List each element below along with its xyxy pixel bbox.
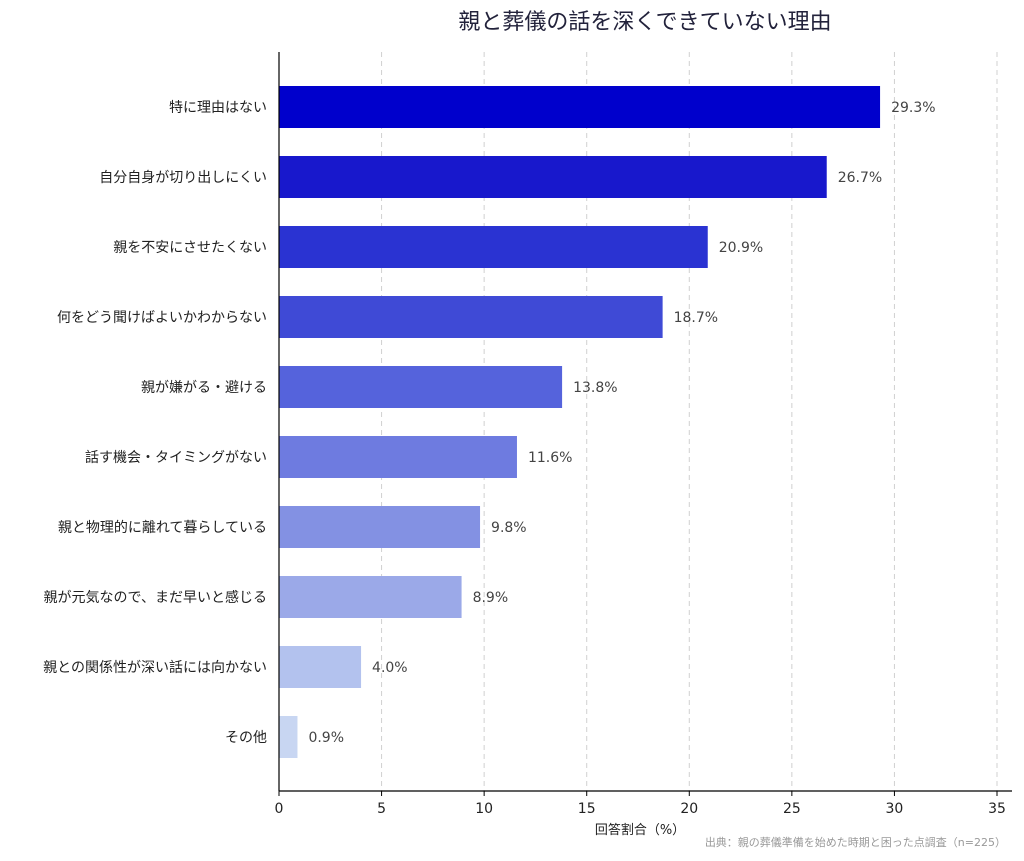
bar [279,436,517,478]
x-tick-label: 35 [988,801,1006,817]
x-tick-label: 0 [275,801,284,817]
data-label: 29.3% [891,100,935,116]
category-label: 何をどう聞けばよいかわからない [57,310,267,326]
bar [279,646,362,688]
x-tick-label: 10 [475,801,493,817]
data-label: 26.7% [838,170,882,186]
x-tick-label: 30 [886,801,904,817]
data-label: 8.9% [473,590,509,606]
bar [279,716,298,758]
data-label: 18.7% [674,310,718,326]
data-label: 11.6% [528,450,572,466]
grid-lines [381,52,998,791]
source-note: 出典：親の葬儀準備を始めた時期と困った点調査（n=225） [705,835,1006,849]
bars: 特に理由はない 29.3% 自分自身が切り出しにくい 26.7% 親を不安にさせたくない… [43,86,936,758]
category-label: 親と物理的に離れて暮らしている [58,519,267,536]
x-axis-title: 回答割合（%） [595,822,685,838]
data-label: 0.9% [308,730,344,746]
category-label: 親が嫌がる・避ける [141,380,267,396]
axes [278,52,1012,792]
chart-title: 親と葬儀の話を深くできていない理由 [458,10,831,35]
x-tick-label: 25 [783,801,801,817]
category-label: 話す機会・タイミングがない [85,449,267,466]
bar [279,366,563,408]
x-tick-label: 20 [680,801,698,817]
bar [279,296,663,338]
x-tick-label: 15 [578,801,596,817]
category-label: 親との関係性が深い話には向かない [43,659,267,676]
data-label: 20.9% [719,240,763,256]
data-label: 9.8% [491,520,527,536]
category-label: 自分自身が切り出しにくい [99,170,267,186]
x-tick-labels: 0 5 10 15 20 25 30 35 [275,791,1006,817]
bar [279,156,827,198]
category-label: その他 [225,730,267,746]
category-label: 特に理由はない [169,100,267,116]
data-label: 4.0% [372,660,408,676]
bar [279,226,708,268]
bar [279,86,881,128]
data-label: 13.8% [573,380,617,396]
category-label: 親が元気なので、まだ早いと感じる [44,589,267,606]
x-tick-label: 5 [377,801,386,817]
category-label: 親を不安にさせたくない [113,240,267,256]
bar [279,506,481,548]
bar [279,576,462,618]
